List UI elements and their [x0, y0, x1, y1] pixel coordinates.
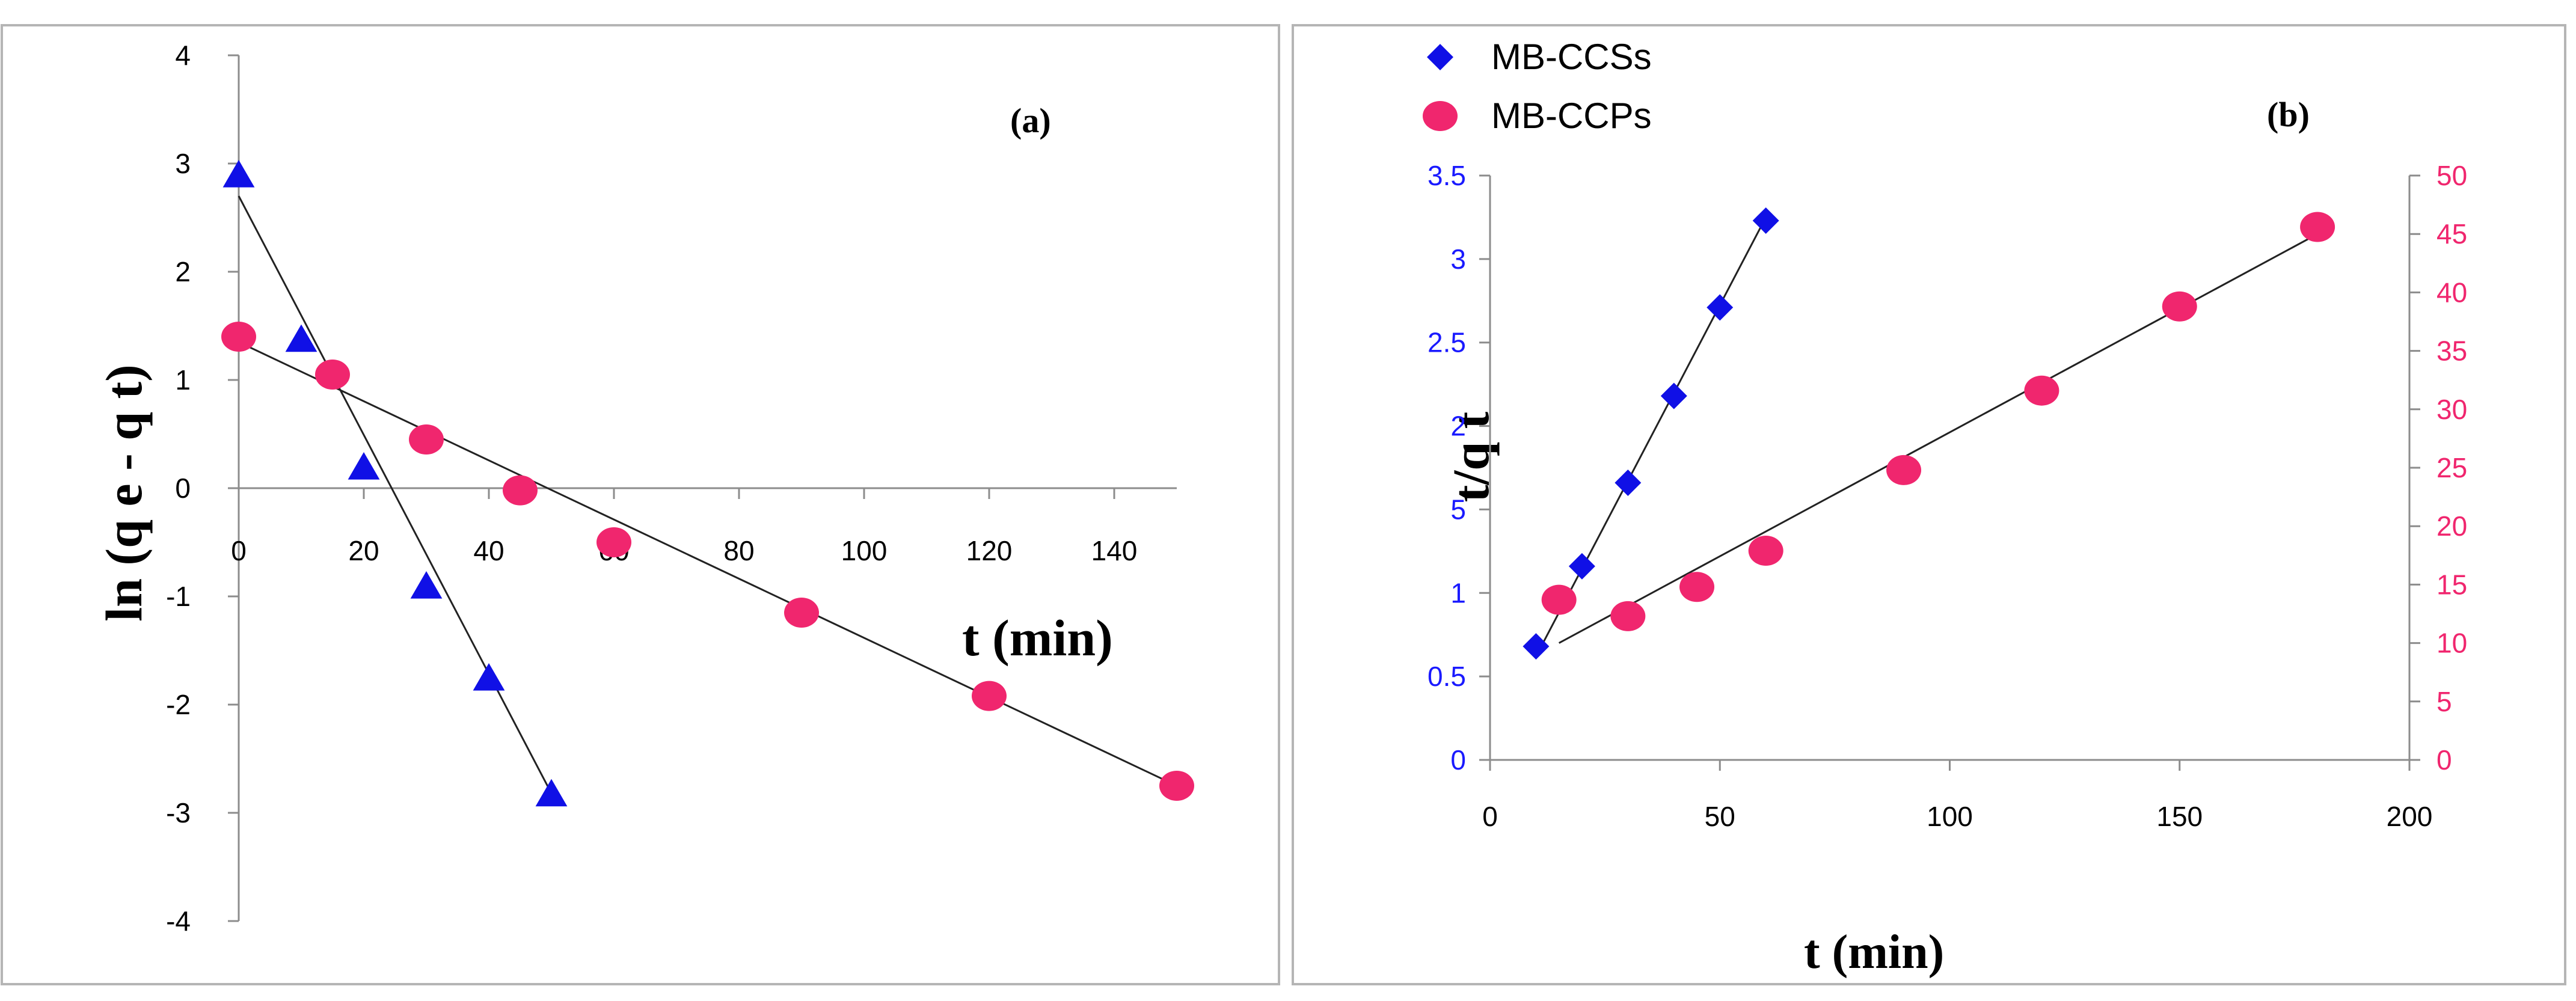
chart-a-y-tick-label: -1: [166, 581, 191, 612]
chart-a-point-mb-ccps: [784, 598, 819, 628]
chart-b-panel-label: (b): [2267, 95, 2310, 134]
chart-a-y-tick-label: 1: [175, 364, 191, 396]
chart-a-x-tick-label: 40: [473, 535, 504, 566]
chart-b-y-right-tick-label: 20: [2436, 510, 2467, 542]
chart-b-legend-marker-mb-ccss: [1427, 44, 1453, 70]
chart-a-ylabel: ln (q e - q t): [95, 364, 153, 622]
chart-b-point-mb-ccss: [1707, 294, 1734, 321]
chart-a-panel-label: (a): [1010, 101, 1051, 140]
chart-a-point-mb-ccps: [1159, 771, 1194, 801]
chart-a-x-tick-label: 80: [723, 535, 754, 566]
chart-a-frame: [1, 24, 1280, 985]
chart-b-legend-marker-mb-ccps: [1423, 101, 1458, 131]
chart-b-point-mb-ccss: [1660, 382, 1687, 409]
chart-a-point-mb-ccss: [473, 663, 505, 691]
chart-b-point-mb-ccss: [1752, 207, 1779, 234]
chart-a-point-mb-ccss: [222, 160, 255, 188]
chart-b-x-tick-label: 100: [1927, 801, 1973, 832]
chart-b-point-mb-ccps: [1679, 572, 1715, 602]
chart-a-x-tick-label: 100: [841, 535, 888, 566]
chart-a-x-tick-label: 140: [1091, 535, 1138, 566]
chart-b-y-left-tick-label: 3.5: [1428, 160, 1466, 191]
chart-b-frame: [1292, 24, 2566, 985]
chart-a-point-mb-ccps: [221, 322, 256, 352]
chart-b-point-mb-ccps: [2024, 375, 2059, 406]
chart-a-x-tick-label: 120: [966, 535, 1013, 566]
chart-b-x-tick-label: 0: [1482, 801, 1498, 832]
chart-b-x-tick-label: 200: [2387, 801, 2433, 832]
chart-b-point-mb-ccps: [2300, 212, 2335, 242]
chart-a-xlabel: t (min): [962, 609, 1113, 667]
chart-a-point-mb-ccps: [972, 681, 1007, 711]
chart-b-y-left-tick-label: 3: [1450, 243, 1466, 275]
chart-a-fit-line-mb-ccps: [238, 341, 1177, 787]
chart-b-y-right-tick-label: 50: [2436, 160, 2467, 191]
chart-b-legend-label: MB-CCSs: [1491, 37, 1652, 77]
chart-a-point-mb-ccps: [503, 475, 538, 506]
chart-b-y-right-tick-label: 25: [2436, 452, 2467, 483]
chart-b-y-right-tick-label: 5: [2436, 686, 2452, 717]
chart-b-y-left-tick-label: 1: [1450, 577, 1466, 608]
chart-a-y-tick-label: 4: [175, 40, 191, 71]
chart-b-y-left-tick-label: 2.5: [1428, 327, 1466, 358]
chart-a-point-mb-ccps: [409, 424, 444, 455]
chart-b-xlabel: t (min): [1804, 926, 1944, 979]
chart-b-point-mb-ccss: [1615, 469, 1642, 496]
chart-b-x-tick-label: 150: [2156, 801, 2203, 832]
chart-b-point-mb-ccss: [1568, 553, 1595, 580]
chart-panel-b: (b) t (min) t/q t MB-CCSs MB-CCPs 0 0.5 1 5 2…: [1287, 0, 2576, 1001]
chart-b-y-right-tick-label: 45: [2436, 218, 2467, 249]
chart-b-y-right-tick-label: 15: [2436, 569, 2467, 600]
chart-b-fit-line-mb-ccps: [1558, 233, 2318, 644]
chart-a-point-mb-ccps: [596, 527, 631, 557]
chart-b-y-left-tick-label: 2: [1450, 411, 1466, 442]
chart-a-y-tick-label: -3: [166, 797, 191, 828]
chart-a-svg: (a) t (min) ln (q e - q t) 4 3 2 1 0 -1 -2 -3 -4…: [1, 24, 1280, 985]
chart-b-point-mb-ccps: [1886, 455, 1922, 485]
chart-b-y-left-tick-label: 5: [1450, 494, 1466, 525]
chart-a-x-tick-label: 0: [231, 535, 247, 566]
chart-a-y-tick-label: -4: [166, 905, 191, 937]
chart-a-point-mb-ccss: [285, 324, 317, 352]
chart-a-point-mb-ccss: [348, 452, 380, 480]
chart-a-y-tick-label: 3: [175, 148, 191, 179]
chart-a-point-mb-ccps: [315, 360, 350, 390]
chart-b-point-mb-ccps: [1748, 536, 1783, 566]
chart-b-y-right-tick-label: 35: [2436, 335, 2467, 367]
chart-b-y-left-tick-label: 0.5: [1428, 661, 1466, 692]
chart-a-y-tick-label: -2: [166, 689, 191, 720]
chart-b-point-mb-ccss: [1523, 633, 1550, 660]
chart-b-y-right-tick-label: 30: [2436, 394, 2467, 425]
chart-b-y-right-tick-label: 10: [2436, 628, 2467, 659]
chart-panel-a: (a) t (min) ln (q e - q t) 4 3 2 1 0 -1 -2 -3 -4…: [0, 0, 1287, 1001]
chart-b-point-mb-ccps: [2162, 291, 2197, 322]
chart-a-point-mb-ccss: [535, 779, 568, 807]
chart-b-fit-line-mb-ccss: [1535, 216, 1767, 657]
chart-a-fit-line-mb-ccss: [238, 195, 553, 794]
chart-b-point-mb-ccps: [1541, 584, 1577, 615]
chart-b-y-left-tick-label: 0: [1450, 744, 1466, 776]
chart-b-x-tick-label: 50: [1705, 801, 1735, 832]
chart-b-legend-label: MB-CCPs: [1491, 96, 1652, 136]
chart-a-y-tick-label: 2: [175, 256, 191, 287]
chart-b-y-right-tick-label: 40: [2436, 277, 2467, 308]
chart-a-point-mb-ccss: [410, 571, 443, 599]
chart-a-x-tick-label: 20: [348, 535, 379, 566]
chart-b-point-mb-ccps: [1610, 601, 1646, 631]
chart-a-y-tick-label: 0: [175, 473, 191, 504]
chart-b-y-right-tick-label: 0: [2436, 744, 2452, 776]
